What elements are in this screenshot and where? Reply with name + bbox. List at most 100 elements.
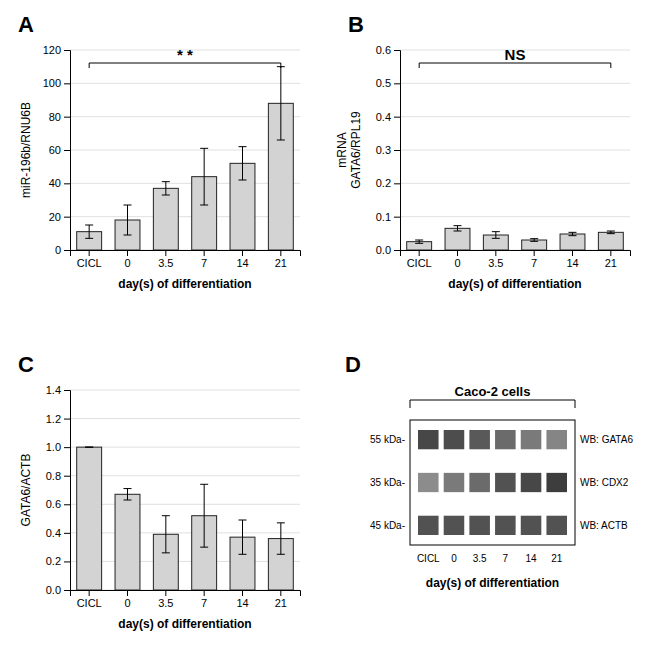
error-bar-cap	[454, 231, 462, 232]
error-bar-cap	[124, 205, 132, 206]
x-axis-line	[71, 591, 301, 597]
y-tick: 0.8	[46, 470, 70, 482]
error-bar-cap	[124, 235, 132, 236]
x-tick-label: CICL	[77, 597, 102, 609]
y-tick-label: 20	[49, 211, 61, 223]
y-tick-line	[64, 150, 70, 151]
error-bar-cap	[85, 238, 93, 239]
error-bar-cap	[607, 231, 615, 232]
x-axis: CICL03.571421	[401, 250, 631, 269]
error-bar-cap	[200, 547, 208, 548]
x-tick: CICL	[77, 590, 102, 609]
y-tick: 1.2	[46, 413, 70, 425]
kda-label: 45 kDa-	[370, 520, 405, 531]
x-tick-label: 14	[236, 257, 248, 269]
error-bar-cap	[162, 515, 170, 516]
error-bar-line	[165, 182, 166, 195]
grid-line	[400, 150, 630, 151]
y-tick: 80	[49, 111, 70, 123]
bar	[407, 242, 432, 250]
error-bar	[200, 484, 208, 547]
y-axis-line	[394, 51, 401, 251]
grid	[70, 390, 300, 590]
y-axis-line	[64, 391, 71, 591]
x-tick-label: 3.5	[158, 257, 173, 269]
error-bar-cap	[277, 522, 285, 523]
x-tick-label: 21	[551, 553, 563, 564]
blot-border	[410, 420, 575, 545]
kda-label: 35 kDa-	[370, 477, 405, 488]
significance-bracket	[89, 63, 281, 68]
error-bar-line	[280, 523, 281, 554]
x-tick-line	[204, 590, 205, 596]
x-tick-line	[610, 250, 611, 256]
y-tick-line	[64, 50, 70, 51]
y-tick-label: 0.8	[46, 470, 61, 482]
significance-label: * *	[177, 46, 193, 63]
y-tick-label: 1.4	[46, 384, 61, 396]
error-bars	[415, 226, 615, 244]
x-tick-label: CICL	[77, 257, 102, 269]
band	[418, 516, 439, 535]
panel: 020406080100120CICL03.571421day(s) of di…	[18, 12, 301, 291]
y-tick: 0.4	[376, 111, 400, 123]
x-tick-label: CICL	[407, 257, 432, 269]
y-tick-line	[394, 83, 400, 84]
y-tick-label: 0.0	[376, 244, 391, 256]
y-tick-label: 40	[49, 177, 61, 189]
error-bar-cap	[239, 146, 247, 147]
error-bar	[124, 489, 132, 500]
x-axis-title: day(s) of differentiation	[118, 277, 251, 291]
x-tick-line	[280, 590, 281, 596]
x-tick-line	[165, 250, 166, 256]
error-bar-cap	[162, 181, 170, 182]
error-bar-line	[89, 225, 90, 238]
error-bar-cap	[530, 238, 538, 239]
error-bar-cap	[239, 554, 247, 555]
y-tick-label: 0.4	[46, 527, 61, 539]
error-bar-cap	[200, 205, 208, 206]
x-tick-label: 0	[454, 257, 460, 269]
x-tick-line	[495, 250, 496, 256]
error-bar	[85, 447, 93, 448]
grid-line	[70, 561, 300, 562]
error-bar	[239, 147, 247, 180]
grid-line	[400, 183, 630, 184]
figure: 020406080100120CICL03.571421day(s) of di…	[0, 0, 650, 655]
x-tick-line	[204, 250, 205, 256]
y-tick-line	[64, 533, 70, 534]
error-bar-cap	[85, 447, 93, 448]
y-tick-line	[64, 504, 70, 505]
error-bar	[530, 239, 538, 242]
bar	[115, 494, 140, 590]
x-tick-line	[572, 250, 573, 256]
x-tick-label: 14	[566, 257, 578, 269]
panel-label: A	[18, 12, 34, 37]
y-tick-line	[64, 390, 70, 391]
y-tick: 0.2	[376, 177, 400, 189]
y-tick-label: 0.2	[46, 555, 61, 567]
panel: 0.00.10.20.30.40.50.6CICL03.571421day(s)…	[335, 12, 631, 291]
y-axis: 020406080100120	[43, 44, 71, 256]
x-tick-label: 21	[275, 257, 287, 269]
grid-line	[70, 475, 300, 476]
band	[469, 516, 490, 535]
band	[495, 430, 516, 449]
y-tick-label: 0.0	[46, 584, 61, 596]
y-tick-line	[64, 561, 70, 562]
error-bars	[85, 67, 285, 239]
significance-label: NS	[505, 46, 526, 63]
x-tick-label: 21	[605, 257, 617, 269]
y-tick-label: 0.4	[376, 111, 391, 123]
grid-line	[70, 390, 300, 391]
y-tick: 0.6	[46, 498, 70, 510]
panel-label: D	[345, 352, 361, 377]
band	[444, 516, 465, 535]
x-tick: 7	[201, 590, 207, 609]
x-tick-line	[242, 590, 243, 596]
x-tick-label: 7	[201, 257, 207, 269]
y-tick: 0.4	[46, 527, 70, 539]
x-tick-line	[534, 250, 535, 256]
grid-line	[70, 83, 300, 84]
error-bar	[415, 240, 423, 243]
